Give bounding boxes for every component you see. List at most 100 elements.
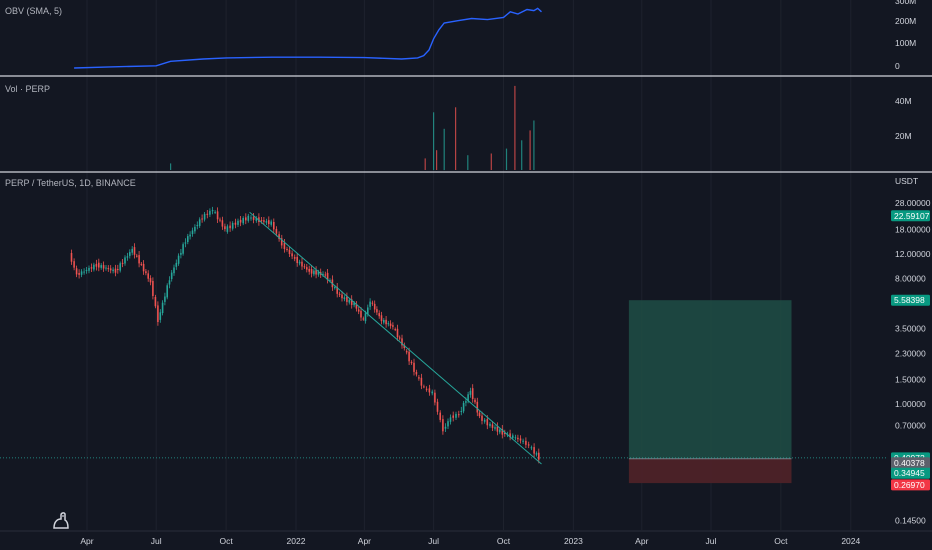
candle-body (75, 268, 78, 275)
candle-body (383, 320, 385, 323)
candle-body (401, 338, 403, 346)
obv-series (74, 7, 542, 69)
candle-body (329, 280, 331, 282)
volume-bar (514, 85, 516, 170)
candle-body (283, 242, 286, 249)
obv-axis-label: 0 (895, 61, 900, 71)
time-axis-label: 2024 (841, 536, 860, 546)
candle-body (286, 249, 288, 250)
obv-axis-label: 200M (895, 16, 916, 26)
candle-body (247, 215, 250, 221)
candle-body (70, 253, 73, 262)
candle-body (380, 315, 383, 322)
stop-price-tag-value: 0.26970 (894, 480, 925, 490)
candle-body (403, 345, 406, 348)
candle-body (504, 432, 506, 434)
candle-body (147, 273, 149, 279)
volume-series (170, 85, 535, 171)
candle-body (154, 297, 157, 307)
stop-hi-price-tag-value: 0.34945 (894, 468, 925, 478)
candle-body (180, 252, 182, 255)
candle-body (157, 305, 159, 322)
candle-body (273, 222, 275, 230)
long-position-tool[interactable] (628, 300, 792, 484)
candle-body (394, 329, 396, 331)
candle-body (322, 273, 324, 275)
candle-body (252, 216, 255, 220)
candle-body (117, 269, 119, 270)
time-axis-label: 2023 (564, 536, 583, 546)
candle-body (313, 270, 315, 275)
candle-body (449, 417, 452, 422)
candle-body (164, 296, 166, 302)
price-axis-label: 1.50000 (895, 375, 926, 385)
price-candles (70, 206, 540, 464)
candle-body (478, 412, 481, 417)
candle-body (324, 274, 327, 276)
candle-body (423, 386, 425, 388)
candle-body (250, 217, 252, 219)
candle-body (486, 419, 489, 426)
volume-bar (490, 153, 492, 170)
obv-axis-label: 100M (895, 38, 916, 48)
candle-body (83, 271, 85, 273)
candle-body (362, 318, 365, 320)
time-axis-label: Jul (428, 536, 439, 546)
candle-body (80, 271, 83, 275)
candle-body (326, 272, 329, 280)
candle-body (525, 440, 527, 445)
candle-body (425, 388, 428, 390)
candle-body (315, 270, 317, 275)
candle-body (346, 296, 348, 302)
candle-body (522, 440, 524, 442)
entry-price-tag-value: 0.40378 (894, 458, 925, 468)
price-axis-label: 18.00000 (895, 225, 931, 235)
candle-body (481, 415, 483, 421)
candle-body (129, 252, 131, 256)
candle-body (527, 444, 530, 446)
candle-body (538, 452, 540, 460)
candle-body (452, 415, 454, 418)
candle-body (260, 220, 263, 222)
time-axis[interactable]: Apr Jul Oct 2022 Apr Jul Oct 2023 Apr Jul Oct 2024 (0, 530, 932, 546)
candle-body (105, 267, 107, 269)
target-zone[interactable] (628, 300, 792, 459)
candle-body (268, 220, 270, 224)
time-axis-label: Oct (774, 536, 788, 546)
candle-body (389, 323, 392, 326)
candle-body (175, 262, 178, 267)
candle-body (280, 238, 283, 246)
price-axis-label: 2.30000 (895, 349, 926, 359)
time-axis-label: Oct (497, 536, 511, 546)
candle-body (301, 261, 303, 267)
candle-body (447, 421, 449, 427)
price-axis[interactable]: 300M 200M 100M 0 40M 20M USDT 28.00000 18.00000 1… (891, 0, 931, 526)
candle-body (73, 261, 75, 268)
candle-body (226, 226, 229, 232)
stop-zone[interactable] (628, 458, 792, 484)
candle-body (471, 388, 474, 399)
candle-body (131, 248, 133, 253)
candle-body (413, 362, 415, 372)
candle-body (460, 411, 463, 412)
candle-body (145, 271, 147, 274)
time-axis-label: Apr (358, 536, 371, 546)
candle-body (184, 242, 187, 244)
obv-pane-title: OBV (SMA, 5) (5, 6, 62, 16)
volume-bar (443, 128, 445, 171)
candle-body (214, 211, 216, 213)
candle-body (234, 222, 237, 225)
candle-body (98, 262, 100, 268)
candle-body (392, 325, 394, 327)
candle-body (255, 218, 258, 221)
candle-body (107, 268, 110, 270)
candle-body (350, 299, 353, 305)
time-axis-label: Jul (706, 536, 717, 546)
candle-body (338, 293, 341, 295)
candle-body (517, 437, 519, 440)
candle-body (133, 247, 136, 255)
candle-body (431, 391, 433, 394)
candle-body (387, 323, 390, 325)
candle-body (535, 453, 538, 455)
